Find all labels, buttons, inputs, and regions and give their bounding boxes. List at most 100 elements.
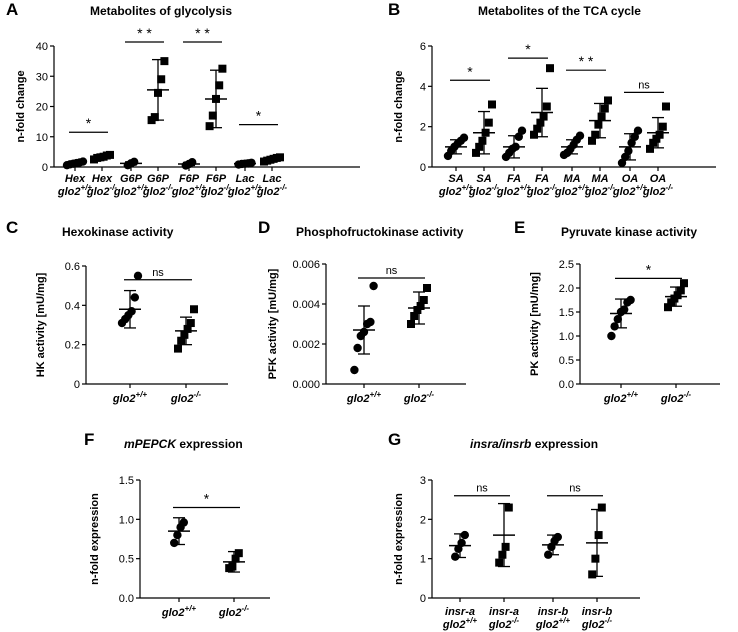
y-tick-label-g-0: 0 [420,593,426,605]
data-point-g-2-3 [553,532,562,542]
data-point-g-0-0 [451,552,460,561]
data-point-b-1-0 [472,148,480,157]
x-tick-label-g-0: insr-a glo2+/+ [442,606,478,631]
panel-title-a: Metabolites of glycolysis [90,4,233,18]
x-tick-label-g-1: insr-a glo2-/- [488,606,520,631]
significance-label-d-0: ns [386,265,398,277]
panel-title-f: mPEPCK expression [124,437,243,451]
y-tick-label-e-3: 1.5 [559,307,574,319]
y-tick-label-d-0: 0.000 [292,379,320,391]
y-tick-label-b-2: 4 [420,81,426,93]
x-tick-label-f-0: glo2+/+ [161,604,197,619]
data-point-e-1-0 [664,303,672,312]
data-point-b-6-5 [633,126,643,135]
data-point-b-4-5 [575,131,585,140]
data-point-c-1-1 [177,336,186,345]
x-tick-label-a-1: Hex glo2-/- [86,173,118,198]
y-tick-label-d-1: 0.002 [292,339,320,351]
data-point-b-0-5 [459,133,469,142]
panel-title-d: Phosphofructokinase activity [296,225,464,239]
data-point-d-1-0 [407,320,415,328]
y-tick-label-a-3: 30 [36,71,48,83]
y-tick-label-g-1: 1 [420,554,426,566]
panel-title-g-rest: expression [531,437,599,451]
data-point-b-3-2 [536,118,545,127]
x-tick-label-b-2: FA glo2+/+ [496,173,532,198]
panel-title-g-genes: insra/insrb [470,437,532,451]
data-point-b-5-0 [588,136,596,145]
data-point-b-5-4 [600,104,609,113]
significance-label-f-0: * [204,491,210,507]
data-point-f-1-1 [228,562,237,571]
y-tick-label-e-2: 1.0 [559,331,574,343]
y-tick-label-c-2: 0.4 [65,300,80,312]
data-point-d-1-4 [419,296,428,304]
y-tick-label-e-1: 0.5 [559,355,574,367]
panel-letter-a: A [6,0,19,19]
significance-label-a-2: * * [195,25,210,41]
x-tick-label-a-4: F6P glo2+/+ [171,173,207,198]
significance-label-c-0: ns [152,267,164,279]
data-point-b-7-1 [649,138,658,147]
y-tick-label-a-0: 0 [42,162,48,174]
y-tick-label-c-0: 0 [74,379,80,391]
y-tick-label-e-0: 0.0 [559,379,574,391]
data-point-b-3-5 [546,64,554,73]
data-point-d-0-1 [353,343,362,353]
data-point-b-2-5 [517,126,527,135]
data-point-a-3-1 [150,113,159,122]
data-point-f-1-3 [234,549,243,558]
x-tick-label-a-2: G6P glo2+/+ [113,173,149,198]
data-point-b-3-4 [542,102,551,111]
data-point-e-1-5 [680,279,688,288]
panel-title-g: insra/insrb expression [470,437,598,451]
data-point-b-1-1 [475,142,484,151]
x-tick-label-d-1: glo2-/- [403,390,435,405]
y-axis-label-b: n-fold change [393,70,405,142]
y-tick-label-e-5: 2.5 [559,259,574,271]
data-point-c-1-4 [186,319,195,328]
y-tick-label-d-2: 0.004 [292,299,320,311]
y-tick-label-c-1: 0.2 [65,340,80,352]
data-point-b-3-1 [533,124,542,133]
panel-letter-e: E [514,218,526,237]
x-tick-label-e-1: glo2-/- [660,390,692,405]
data-point-b-5-3 [597,112,606,121]
panel-letter-d: D [258,218,271,237]
x-tick-label-d-0: glo2+/+ [346,390,382,405]
x-tick-label-a-0: Hex glo2+/+ [57,173,93,198]
y-tick-label-f-1: 0.5 [119,554,134,566]
x-tick-label-g-3: insr-b glo2-/- [581,606,613,631]
y-tick-label-f-2: 1.0 [119,514,134,526]
data-point-a-5-0 [205,122,214,131]
data-point-b-7-0 [646,144,654,153]
data-point-g-1-0 [495,558,504,567]
data-point-e-0-2 [613,315,622,324]
data-point-f-1-2 [231,554,240,563]
x-tick-label-a-3: G6P glo2-/- [142,173,174,198]
data-point-c-1-5 [190,305,198,314]
significance-label-a-1: * * [137,25,152,41]
x-tick-label-b-7: OA glo2-/- [642,173,674,198]
y-tick-label-c-3: 0.6 [65,261,80,273]
data-point-a-7-5 [276,153,284,162]
data-point-d-0-6 [369,281,378,291]
panel-letter-f: F [84,430,95,449]
data-point-e-1-4 [676,286,685,295]
y-tick-label-g-2: 2 [420,514,426,526]
significance-label-b-0: * [467,63,473,79]
x-tick-label-f-1: glo2-/- [218,604,250,619]
y-axis-label-d: PFK activity [mU/mg] [267,268,279,379]
data-point-e-0-0 [607,331,616,341]
data-point-b-3-0 [530,130,538,139]
significance-label-b-3: ns [638,79,650,91]
x-tick-label-b-3: FA glo2-/- [526,173,558,198]
x-tick-label-b-5: MA glo2-/- [584,173,616,198]
panel-title-f-gene: mPEPCK [124,437,177,451]
data-point-c-0-4 [130,293,139,302]
significance-label-g-0: ns [476,483,488,495]
y-tick-label-g-3: 3 [420,475,426,487]
data-point-b-1-2 [478,136,487,145]
data-point-g-3-0 [588,570,597,579]
